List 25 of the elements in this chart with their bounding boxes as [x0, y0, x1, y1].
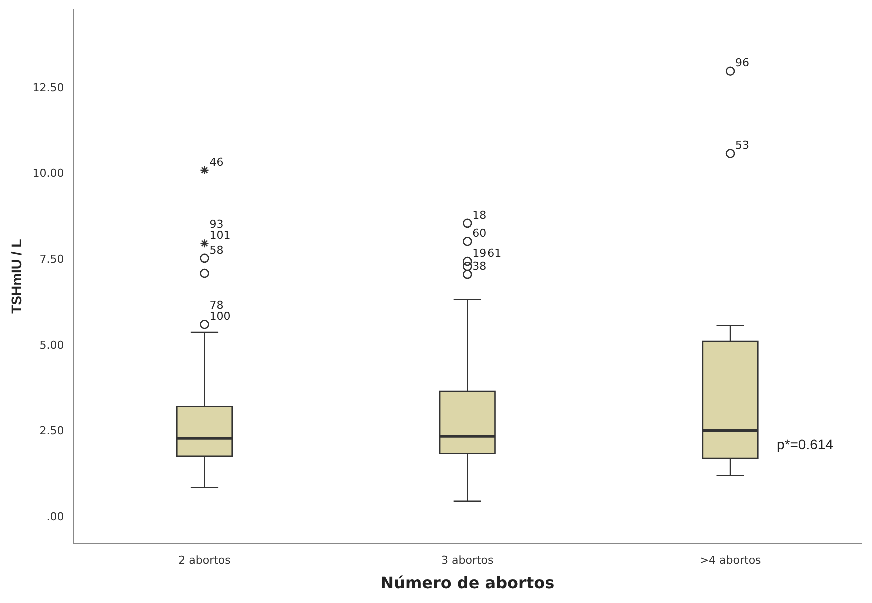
x-tick-label: 3 abortos — [442, 554, 494, 568]
annotation: 46 — [210, 156, 224, 169]
annotation: 100 — [210, 310, 231, 324]
y-tick-label: 5.00 — [40, 338, 64, 352]
x-tick-label: >4 abortos — [700, 554, 762, 568]
y-tick-label: 10.00 — [32, 167, 64, 180]
annotation: p*=0.614 — [777, 436, 834, 452]
y-tick-label: .00 — [46, 510, 64, 524]
annotation: 61 — [488, 246, 502, 260]
annotation: 78 — [210, 299, 224, 312]
annotation: 96 — [736, 56, 750, 70]
annotation: 19 — [472, 246, 487, 260]
y-tick-label: 12.50 — [32, 81, 64, 94]
y-tick-label: 7.50 — [40, 252, 64, 266]
annotation: 58 — [210, 244, 224, 257]
y-tick-label: 2.50 — [40, 424, 64, 438]
annotation: 101 — [210, 229, 231, 242]
annotation: 38 — [472, 260, 487, 273]
y-axis-title: TSHmIU / L — [8, 238, 24, 314]
x-axis-title: Número de abortos — [380, 574, 555, 593]
annotation: 53 — [736, 139, 750, 152]
annotation: 60 — [472, 226, 487, 240]
annotation: 93 — [210, 218, 224, 232]
annotation: 18 — [472, 208, 487, 222]
x-tick-label: 2 abortos — [178, 554, 232, 568]
